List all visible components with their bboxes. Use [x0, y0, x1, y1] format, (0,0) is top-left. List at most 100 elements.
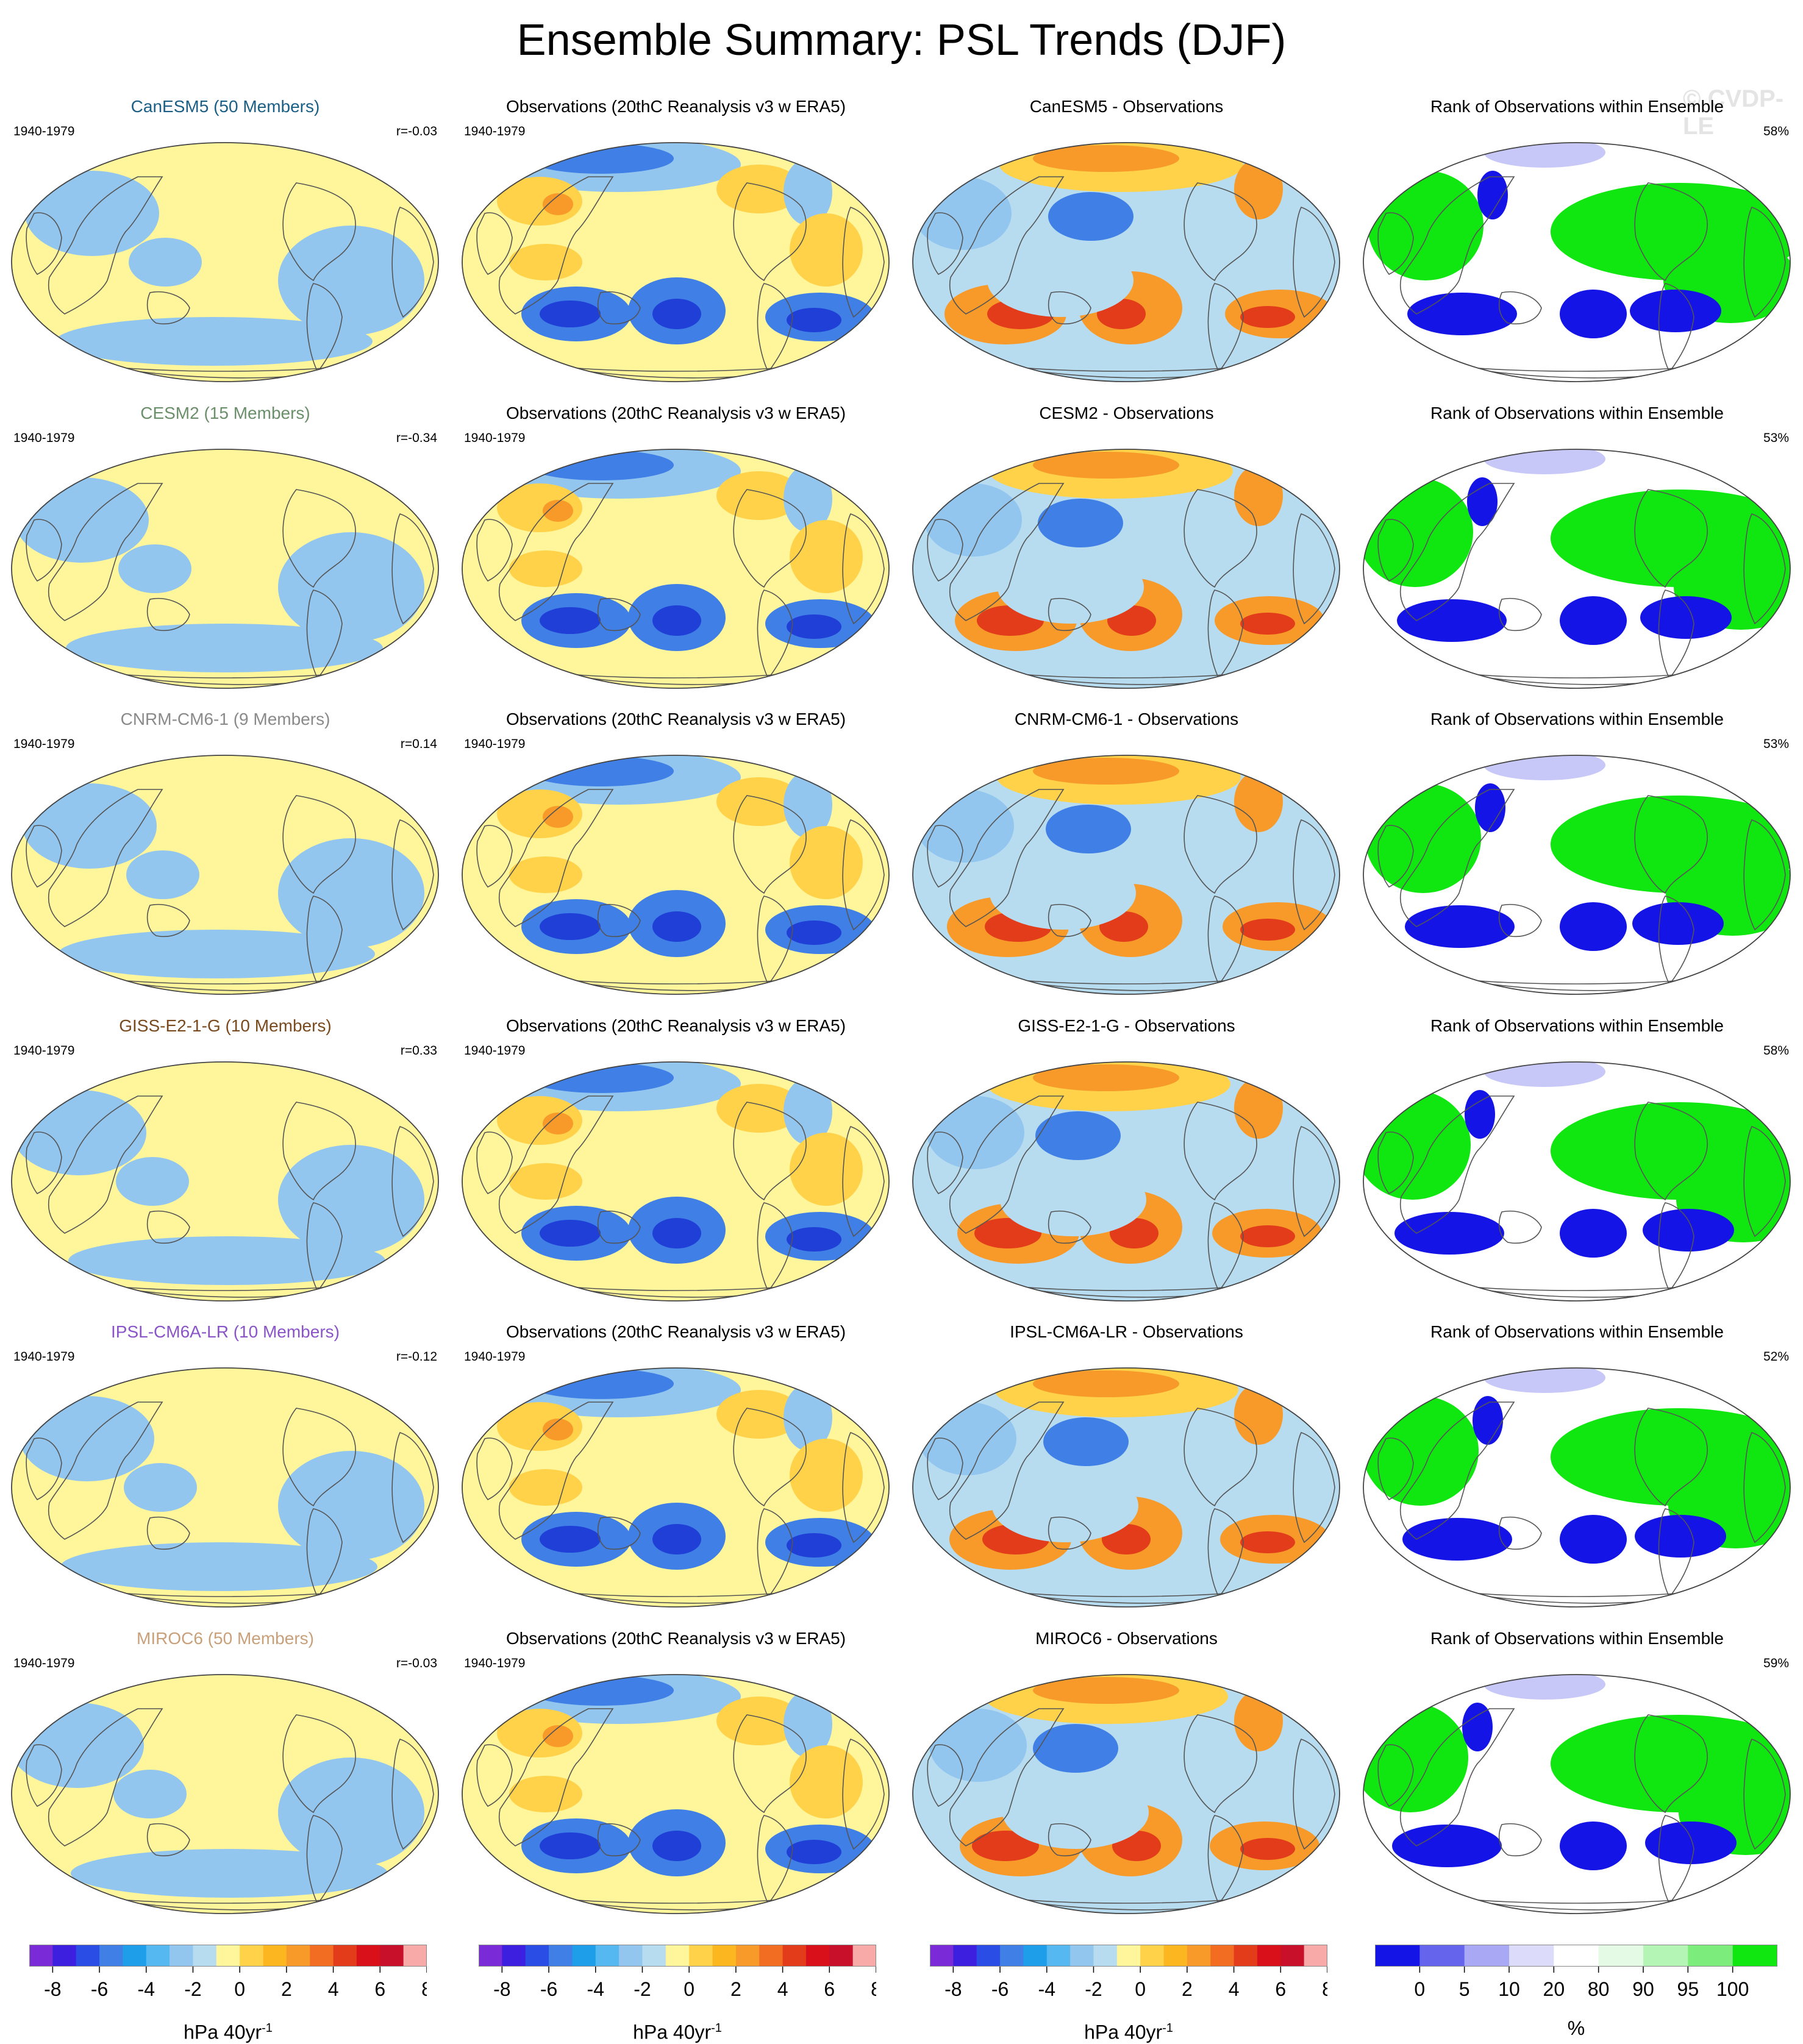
colorbar-swatch: [953, 1945, 977, 1967]
panel-rank-5: Rank of Observations within Ensemble 52%: [1352, 1311, 1802, 1617]
colorbar-swatch: [1116, 1945, 1141, 1967]
panel-rank-2: Rank of Observations within Ensemble 53%: [1352, 392, 1802, 699]
colorbar-units-exponent: -1: [711, 2021, 722, 2035]
panel-model-2: CESM2 (15 Members) 1940-1979 r=-0.34: [0, 392, 451, 699]
colorbar-swatch: [1070, 1945, 1094, 1967]
rank-percent: 53%: [1763, 737, 1789, 751]
colorbar-swatch: [1464, 1945, 1510, 1967]
colorbar-swatch: [1554, 1945, 1599, 1967]
panel-years: 1940-1979: [13, 1350, 75, 1364]
colorbar-tick-label: 6: [374, 1978, 385, 2000]
panel-model-4: GISS-E2-1-G (10 Members) 1940-1979 r=0.33: [0, 1005, 451, 1311]
colorbar-swatch: [1257, 1945, 1281, 1967]
colorbar-tick-label: 20: [1543, 1978, 1565, 2000]
colorbar-swatch: [759, 1945, 784, 1967]
colorbar-units: %: [1375, 2017, 1777, 2040]
colorbar-swatch: [642, 1945, 666, 1967]
colorbar-units: hPa 40yr-1: [930, 2017, 1327, 2044]
colorbar-swatch: [52, 1945, 77, 1967]
panel-title: CanESM5 - Observations: [1029, 97, 1224, 116]
psl-trend-map: [912, 755, 1340, 995]
colorbar-tick-label: -6: [91, 1978, 108, 2000]
colorbar-swatch: [29, 1945, 53, 1967]
colorbar-swatch: [380, 1945, 404, 1967]
colorbar-swatch: [805, 1945, 830, 1967]
colorbar-swatch: [930, 1945, 954, 1967]
colorbar-tick-label: -6: [540, 1978, 557, 2000]
pattern-correlation: r=-0.12: [396, 1350, 437, 1364]
psl-trend-map: [11, 448, 439, 689]
colorbar-tick-label: 6: [824, 1978, 835, 2000]
colorbar-swatch: [976, 1945, 1001, 1967]
rank-percent: 53%: [1763, 430, 1789, 445]
colorbar-tick-label: -4: [138, 1978, 155, 2000]
colorbar-tick-label: 100: [1716, 1978, 1749, 2000]
colorbar-swatch: [1093, 1945, 1118, 1967]
colorbar-swatch: [1140, 1945, 1165, 1967]
colorbar-swatch: [1732, 1945, 1777, 1967]
panel-rank-4: Rank of Observations within Ensemble 58%: [1352, 1005, 1802, 1311]
rank-percent: 58%: [1763, 1043, 1789, 1058]
colorbar-units-text: hPa 40yr: [184, 2021, 262, 2043]
psl-trend-map: [462, 1061, 890, 1302]
panel-rank-6: Rank of Observations within Ensemble 59%: [1352, 1617, 1802, 1924]
colorbar-swatch: [76, 1945, 100, 1967]
colorbar-swatch: [1280, 1945, 1305, 1967]
colorbar-swatches: 0 5 10 20 80 90 95 100: [1375, 1945, 1777, 2000]
colorbar-swatch: [1643, 1945, 1688, 1967]
panel-years: 1940-1979: [13, 737, 75, 751]
colorbar-units: hPa 40yr-1: [29, 2017, 427, 2044]
psl-trend-map: [462, 142, 890, 382]
psl-trend-map: [912, 1673, 1340, 1914]
colorbar-swatch: [525, 1945, 549, 1967]
colorbar-swatch: [1000, 1945, 1024, 1967]
rank-map: [1363, 755, 1791, 995]
colorbar-swatch: [1688, 1945, 1733, 1967]
psl-trend-map: [11, 1061, 439, 1302]
colorbar-swatch: [1304, 1945, 1327, 1967]
psl-trend-map: [11, 1367, 439, 1608]
colorbar-tick-label: 6: [1275, 1978, 1286, 2000]
colorbar-units-exponent: -1: [262, 2021, 273, 2035]
panel-title: IPSL-CM6A-LR - Observations: [1010, 1322, 1243, 1341]
colorbar-swatch: [263, 1945, 287, 1967]
colorbar-swatch: [479, 1945, 502, 1967]
colorbar-swatch: [286, 1945, 310, 1967]
panel-title: Rank of Observations within Ensemble: [1430, 403, 1724, 422]
colorbar-swatch: [240, 1945, 264, 1967]
colorbar-swatch: [99, 1945, 123, 1967]
pattern-correlation: r=-0.03: [396, 1656, 437, 1670]
colorbar-swatch: [170, 1945, 193, 1967]
colorbar-swatch: [712, 1945, 737, 1967]
panel-title: CESM2 (15 Members): [140, 403, 310, 422]
colorbar-tick-label: 90: [1632, 1978, 1654, 2000]
colorbar-swatch: [216, 1945, 240, 1967]
panel-title: Observations (20thC Reanalysis v3 w ERA5…: [505, 710, 846, 728]
colorbar-swatch: [1187, 1945, 1211, 1967]
panel-years: 1940-1979: [13, 430, 75, 445]
colorbar-swatch: [1509, 1945, 1554, 1967]
psl-trend-map: [912, 1367, 1340, 1608]
panel-rank-1: Rank of Observations within Ensemble 58%: [1352, 85, 1802, 392]
panel-model-3: CNRM-CM6-1 (9 Members) 1940-1979 r=0.14: [0, 698, 451, 1005]
colorbar-tick-label: 0: [684, 1978, 694, 2000]
colorbar-tick-label: -6: [991, 1978, 1009, 2000]
panel-diff-2: CESM2 - Observations: [901, 392, 1352, 699]
panel-diff-5: IPSL-CM6A-LR - Observations: [901, 1311, 1352, 1617]
panel-title: Rank of Observations within Ensemble: [1430, 710, 1724, 728]
colorbar-swatch: [852, 1945, 876, 1967]
panel-diff-3: CNRM-CM6-1 - Observations: [901, 698, 1352, 1005]
colorbar-tick-label: 95: [1677, 1978, 1699, 2000]
colorbar-tick-label: 2: [730, 1978, 741, 2000]
psl-trend-map: [11, 142, 439, 382]
colorbar-swatch: [1234, 1945, 1258, 1967]
colorbar-swatch: [619, 1945, 643, 1967]
colorbar-swatch: [1375, 1945, 1420, 1967]
panel-years: 1940-1979: [464, 737, 526, 751]
rank-map: [1363, 1673, 1791, 1914]
panel-title: MIROC6 - Observations: [1035, 1628, 1218, 1648]
panel-obs-5: Observations (20thC Reanalysis v3 w ERA5…: [451, 1311, 901, 1617]
pattern-correlation: r=-0.03: [396, 124, 437, 138]
colorbar-tick-label: -8: [944, 1978, 962, 2000]
colorbar-units: hPa 40yr-1: [479, 2017, 876, 2044]
